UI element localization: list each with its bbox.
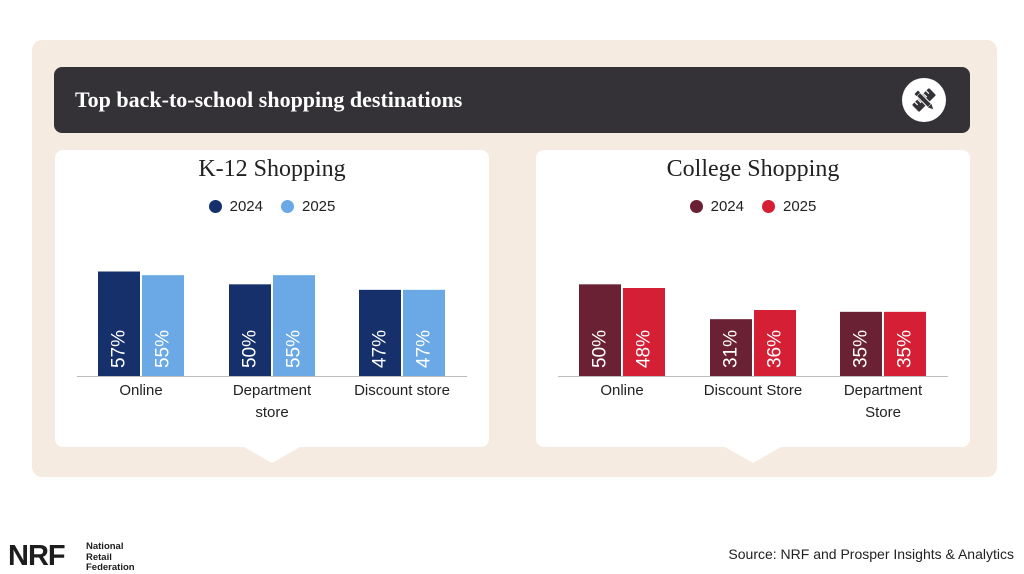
category-label: Department <box>233 382 312 399</box>
data-label: 35% <box>895 330 916 368</box>
k12-chart-panel: K-12 Shopping 2024 2025 57% 55% Online 50% 5… <box>55 150 489 463</box>
college-chart-panel: College Shopping 2024 2025 50% 48% Online 3… <box>536 150 970 463</box>
bar-2025-3 <box>403 289 445 376</box>
data-label: 50% <box>240 330 261 368</box>
category-label: Online <box>600 382 643 399</box>
pencil-ruler-icon <box>902 78 946 122</box>
legend-label: 2025 <box>302 198 336 215</box>
category-label: store <box>255 404 288 421</box>
logo-line: Retail <box>86 551 112 563</box>
data-label: 35% <box>851 330 872 368</box>
page-title: Top back-to-school shopping destinations <box>75 87 463 112</box>
bar-2025-2 <box>273 275 315 376</box>
bar-2024-2 <box>229 284 271 376</box>
bar-2025-1 <box>623 288 665 376</box>
category-label: Online <box>119 382 162 399</box>
data-label: 55% <box>153 330 174 368</box>
bar-2025-3 <box>884 311 926 376</box>
bar-2024-2 <box>710 319 752 376</box>
legend-swatch <box>281 200 294 213</box>
bar-2025-2 <box>754 310 796 376</box>
bar-2025-1 <box>142 275 184 376</box>
chart-title: K-12 Shopping <box>198 156 346 182</box>
college-bar-chart: 50% 48% Online 31% 36% Discount Store 35% 35% De… <box>558 284 948 421</box>
legend-item-2025: 2025 <box>281 198 335 215</box>
legend-swatch <box>762 200 775 213</box>
category-label: Discount Store <box>704 382 802 399</box>
data-label: 48% <box>634 330 655 368</box>
category-label: Discount store <box>354 382 450 399</box>
logo-text: National Retail Federation <box>86 541 156 574</box>
data-label: 57% <box>109 330 130 368</box>
data-label: 50% <box>590 330 611 368</box>
header-bar: Top back-to-school shopping destinations <box>54 67 970 133</box>
legend-label: 2024 <box>229 198 263 215</box>
chart-legend: 2024 2025 <box>55 198 489 215</box>
data-label: 31% <box>721 330 742 368</box>
logo-line: National <box>86 541 124 552</box>
legend-item-2024: 2024 <box>208 198 263 215</box>
legend-swatch <box>208 200 222 213</box>
data-label: 47% <box>370 330 391 368</box>
legend-label: 2025 <box>783 198 817 215</box>
chart-title: College Shopping <box>666 156 840 182</box>
data-label: 55% <box>284 330 305 368</box>
bar-2024-3 <box>840 311 882 376</box>
bar-2024-1 <box>579 284 621 376</box>
panel-pointer <box>244 447 300 463</box>
logo-line: Federation <box>86 562 135 573</box>
bar-2024-1 <box>98 271 140 376</box>
chart-legend: 2024 2025 <box>536 198 970 215</box>
panel-pointer <box>725 447 781 463</box>
legend-label: 2024 <box>710 198 744 215</box>
category-label: Department <box>844 382 923 399</box>
legend-item-2025: 2025 <box>762 198 816 215</box>
data-label: 47% <box>414 330 435 368</box>
k12-bar-chart: 57% 55% Online 50% 55% Department store 47% 47% D… <box>77 271 467 421</box>
category-label: Store <box>865 404 901 421</box>
data-label: 36% <box>765 330 786 368</box>
logo-mark: NRF <box>8 540 66 572</box>
source-note: Source: NRF and Prosper Insights & Analy… <box>728 546 1014 562</box>
bar-2024-3 <box>359 289 401 376</box>
legend-swatch <box>689 200 703 213</box>
legend-item-2024: 2024 <box>689 198 744 215</box>
